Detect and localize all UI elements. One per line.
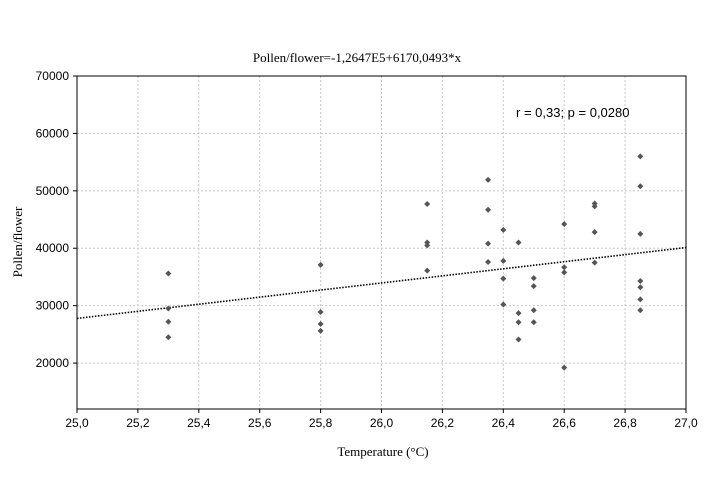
data-point (530, 283, 537, 290)
data-point (485, 240, 492, 247)
data-point (530, 319, 537, 326)
data-point (637, 284, 644, 291)
y-axis: 20000 30000 40000 50000 60000 70000 (36, 69, 77, 370)
y-tick-label: 50000 (36, 184, 70, 198)
data-point (591, 259, 598, 266)
x-axis-label: Temperature (°C) (337, 444, 428, 459)
y-tick-label: 60000 (36, 126, 70, 140)
data-point (500, 226, 507, 233)
x-tick-label: 26,0 (370, 416, 394, 430)
correlation-annotation: r = 0,33; p = 0,0280 (516, 105, 629, 120)
y-tick-label: 70000 (36, 69, 70, 83)
data-point (637, 230, 644, 237)
x-tick-label: 25,6 (248, 416, 272, 430)
x-tick-label: 26,2 (431, 416, 455, 430)
data-point (591, 203, 598, 210)
data-point (165, 270, 172, 277)
data-point (317, 308, 324, 315)
data-point (591, 229, 598, 236)
data-point (530, 275, 537, 282)
chart-title: Pollen/flower=-1,2647E5+6170,0493*x (253, 50, 462, 65)
y-tick-label: 40000 (36, 241, 70, 255)
data-point (515, 336, 522, 343)
y-tick-label: 30000 (36, 299, 70, 313)
regression-segment (76, 246, 687, 320)
data-point (561, 269, 568, 276)
data-point (515, 239, 522, 246)
x-axis: 25,0 25,2 25,4 25,6 25,8 26,0 26,2 26,4 26,6 26,8… (65, 409, 698, 430)
data-point (485, 206, 492, 213)
x-tick-label: 26,8 (613, 416, 637, 430)
x-tick-label: 27,0 (674, 416, 698, 430)
data-point (561, 364, 568, 371)
regression-line (76, 246, 687, 320)
data-point (530, 307, 537, 314)
y-tick-label: 20000 (36, 356, 70, 370)
data-point (500, 275, 507, 282)
data-point (515, 319, 522, 326)
data-point (165, 318, 172, 325)
x-tick-label: 25,0 (65, 416, 89, 430)
data-point (561, 221, 568, 228)
x-tick-label: 25,4 (187, 416, 211, 430)
data-point (424, 201, 431, 208)
data-points (165, 153, 644, 371)
data-point (485, 176, 492, 183)
data-point (424, 242, 431, 249)
x-tick-label: 25,2 (126, 416, 150, 430)
data-point (637, 307, 644, 314)
data-point (317, 327, 324, 334)
data-point (637, 296, 644, 303)
x-tick-label: 26,6 (553, 416, 577, 430)
data-point (485, 259, 492, 266)
data-point (637, 277, 644, 284)
data-point (165, 305, 172, 312)
data-point (500, 257, 507, 264)
y-axis-label: Pollen/flower (10, 206, 25, 277)
data-point (424, 267, 431, 274)
data-point (500, 301, 507, 308)
data-point (317, 321, 324, 328)
x-tick-label: 25,8 (309, 416, 333, 430)
data-point (637, 183, 644, 190)
data-point (561, 264, 568, 271)
x-tick-label: 26,4 (492, 416, 516, 430)
data-point (317, 261, 324, 268)
data-point (515, 310, 522, 317)
data-point (165, 334, 172, 341)
grid (77, 76, 686, 409)
data-point (637, 153, 644, 160)
